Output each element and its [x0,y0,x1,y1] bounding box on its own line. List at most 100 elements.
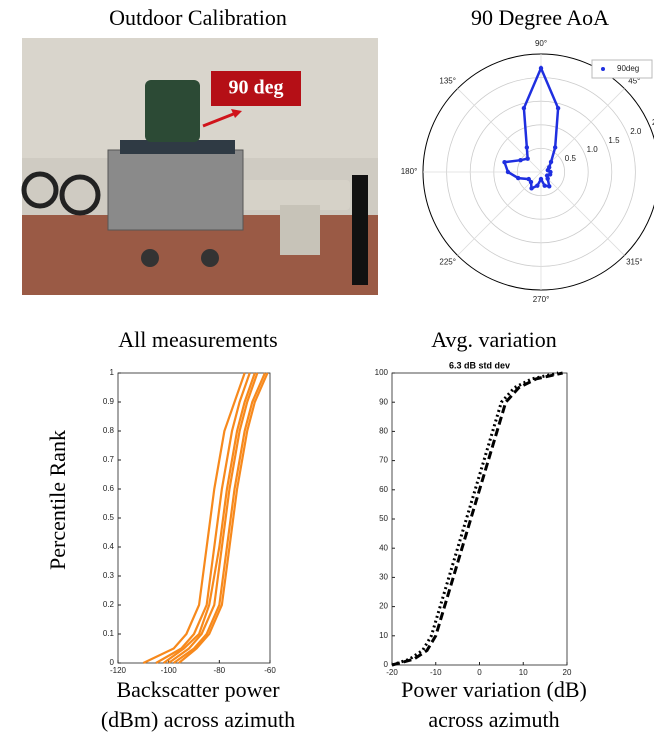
x-axis-label: (dBm) across azimuth [101,707,295,732]
panel-title: Avg. variation [431,327,556,352]
polar-point [505,169,511,175]
polar-point [555,105,561,111]
y-tick-label: 0.4 [103,542,115,551]
theta-tick-label: 315° [626,258,643,267]
spoke [540,171,625,256]
y-tick-label: 20 [379,602,388,611]
polar-point [548,159,554,165]
y-tick-label: 0.6 [103,484,115,493]
y-tick-label: 0.5 [103,513,115,522]
r-tick-label: 1.0 [587,145,599,154]
cdf-line [155,372,251,664]
arrow-head [231,109,242,118]
post [352,175,368,285]
y-tick-label: 0.3 [103,571,115,580]
y-tick-label: 0.9 [103,397,115,406]
theta-tick-label: 225° [439,258,456,267]
polar-point [525,156,530,161]
spoke [540,88,625,173]
x-tick-label: 0 [477,668,482,677]
x-axis-label: Power variation (dB) [401,677,587,702]
polar-point [518,158,523,163]
y-tick-label: 30 [379,573,388,582]
r-tick-label: 2.5 [652,118,654,127]
x-tick-label: 20 [563,668,572,677]
photo: 90 deg [21,38,378,295]
x-tick-label: -100 [161,666,178,675]
polar-point [538,176,544,182]
polar-point [546,165,552,170]
y-tick-label: 0.2 [103,600,115,609]
polar-point [538,65,544,71]
cdf-line [168,372,259,664]
y-tick-label: 100 [375,368,389,377]
bike-wheel [59,174,101,216]
legend-marker [601,67,605,71]
y-tick-label: 0.7 [103,455,115,464]
y-tick-label: 0 [110,658,115,667]
y-tick-label: 50 [379,514,388,523]
y-tick-label: 90 [379,397,388,406]
plot-frame [391,372,568,666]
polar-point [516,175,521,181]
polar-point [547,184,552,189]
x-tick-label: -10 [430,668,442,677]
cart-wheel [141,249,159,267]
cdf-line [391,371,563,667]
polar-point [528,179,534,185]
chart-subtitle: 6.3 dB std dev [449,360,510,370]
r-tick-label: 1.5 [608,136,620,145]
y-tick-label: 60 [379,485,388,494]
legend-box [591,59,653,79]
y-tick-label: 70 [379,456,388,465]
x-tick-label: -20 [386,668,398,677]
panel-title: All measurements [118,327,277,352]
polar-point [521,105,527,111]
y-tick-label: 40 [379,543,388,552]
cdf-line [162,372,256,664]
bike-wheel [21,171,59,209]
legend-label: 90deg [617,64,639,73]
cdf-line [173,372,266,664]
polar-point [502,160,507,165]
photo-title: Outdoor Calibration [109,5,287,30]
polar-point [547,172,553,177]
y-tick-label: 0.1 [103,629,115,638]
antenna-box [145,80,200,142]
annotation-box [211,71,301,106]
y-tick-label: 80 [379,427,388,436]
y-tick-label: 1 [110,368,115,377]
bench-leg [280,205,320,255]
r-tick-label: 0.5 [565,154,577,163]
spoke [457,171,542,256]
polar-point [535,183,540,188]
chart-title: 90 Degree AoA [471,5,609,30]
polar-point [524,145,530,150]
r-tick-label: 2.0 [630,127,642,136]
cart-wheel [201,249,219,267]
theta-tick-label: 135° [439,77,456,86]
x-tick-label: -80 [214,666,226,675]
x-tick-label: 10 [519,668,528,677]
arrow [202,111,237,128]
absorber [120,140,235,154]
y-tick-label: 0 [384,660,389,669]
y-tick-label: 0.8 [103,426,115,435]
x-axis-label: Backscatter power [116,677,280,702]
x-tick-label: -60 [264,666,276,675]
cart [107,149,244,231]
y-tick-label: 10 [379,631,388,640]
theta-tick-label: 45° [628,77,640,86]
polar-point [542,183,547,188]
cdf-line [178,372,269,664]
plot-frame [117,372,271,664]
annotation: 90 deg [229,77,284,99]
polar-point [552,145,558,150]
theta-tick-label: 180° [401,167,418,176]
y-axis-label: Percentile Rank [45,430,70,570]
x-tick-label: -120 [110,666,127,675]
theta-tick-label: 90° [535,39,547,48]
theta-tick-label: 270° [533,295,550,304]
polar-point [529,186,534,191]
